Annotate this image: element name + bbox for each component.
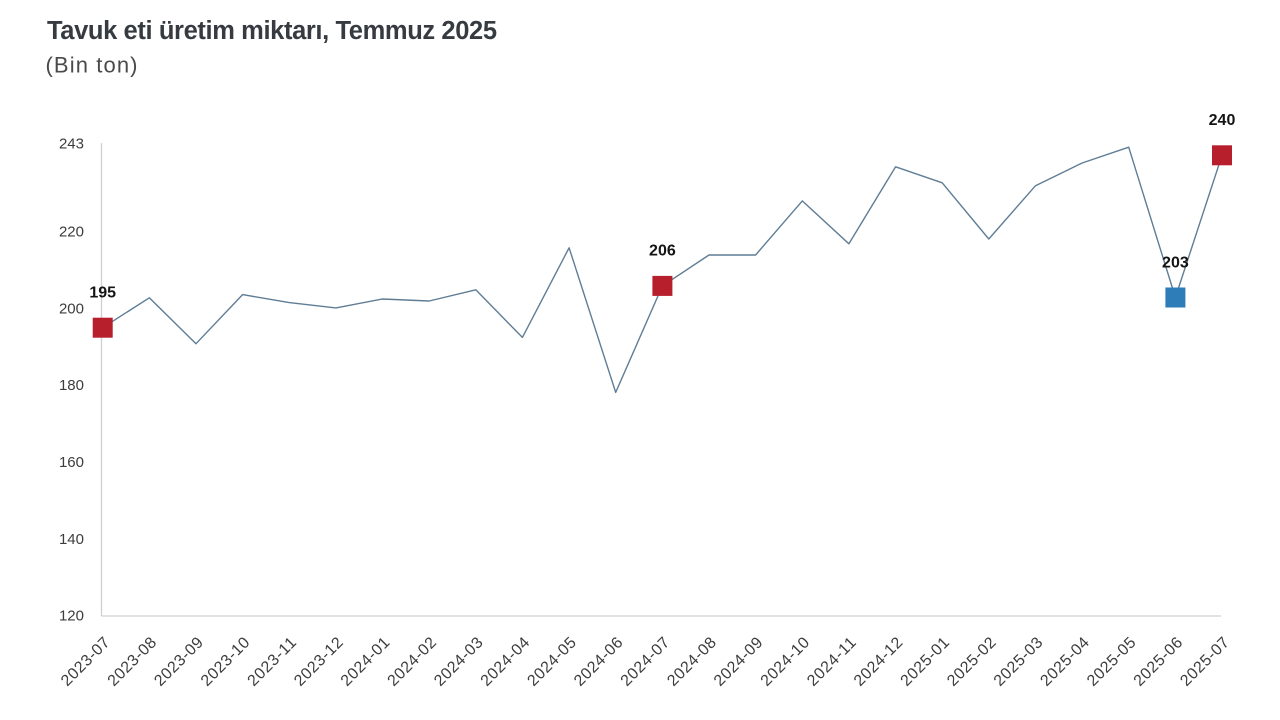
- svg-text:195: 195: [89, 285, 116, 302]
- svg-text:2024-03: 2024-03: [431, 634, 487, 690]
- svg-text:120: 120: [59, 608, 84, 625]
- svg-text:2023-12: 2023-12: [291, 634, 347, 690]
- svg-text:180: 180: [59, 377, 84, 394]
- svg-text:200: 200: [59, 300, 84, 317]
- svg-text:2025-04: 2025-04: [1037, 634, 1093, 690]
- svg-text:2025-05: 2025-05: [1084, 634, 1140, 690]
- svg-text:2025-01: 2025-01: [898, 634, 954, 690]
- svg-text:2024-09: 2024-09: [711, 634, 767, 690]
- svg-text:160: 160: [59, 454, 84, 471]
- svg-text:2024-05: 2024-05: [524, 634, 580, 690]
- svg-text:2024-12: 2024-12: [851, 634, 907, 690]
- svg-text:2024-08: 2024-08: [664, 634, 720, 690]
- svg-text:(Bin ton): (Bin ton): [46, 52, 138, 77]
- svg-text:2023-11: 2023-11: [245, 634, 301, 690]
- svg-text:240: 240: [1209, 112, 1236, 129]
- svg-text:140: 140: [59, 531, 84, 548]
- svg-text:2024-04: 2024-04: [478, 634, 534, 690]
- svg-text:2025-07: 2025-07: [1177, 634, 1233, 690]
- svg-text:2023-08: 2023-08: [105, 634, 161, 690]
- svg-text:2024-01: 2024-01: [338, 634, 394, 690]
- svg-text:2024-11: 2024-11: [804, 634, 860, 690]
- svg-text:243: 243: [59, 135, 84, 152]
- svg-text:203: 203: [1162, 254, 1189, 271]
- svg-text:2024-06: 2024-06: [571, 634, 627, 690]
- svg-text:2025-02: 2025-02: [944, 634, 1000, 690]
- svg-text:2024-07: 2024-07: [618, 634, 674, 690]
- svg-text:Tavuk eti üretim miktarı, Temm: Tavuk eti üretim miktarı, Temmuz 2025: [47, 17, 497, 45]
- svg-text:206: 206: [649, 243, 676, 260]
- svg-text:2025-03: 2025-03: [991, 634, 1047, 690]
- svg-text:2025-06: 2025-06: [1131, 634, 1187, 690]
- svg-text:2024-10: 2024-10: [758, 634, 814, 690]
- svg-text:2024-02: 2024-02: [385, 634, 441, 690]
- svg-text:2023-07: 2023-07: [58, 634, 114, 690]
- svg-text:2023-09: 2023-09: [151, 634, 207, 690]
- svg-text:220: 220: [59, 224, 84, 241]
- svg-text:2023-10: 2023-10: [198, 634, 254, 690]
